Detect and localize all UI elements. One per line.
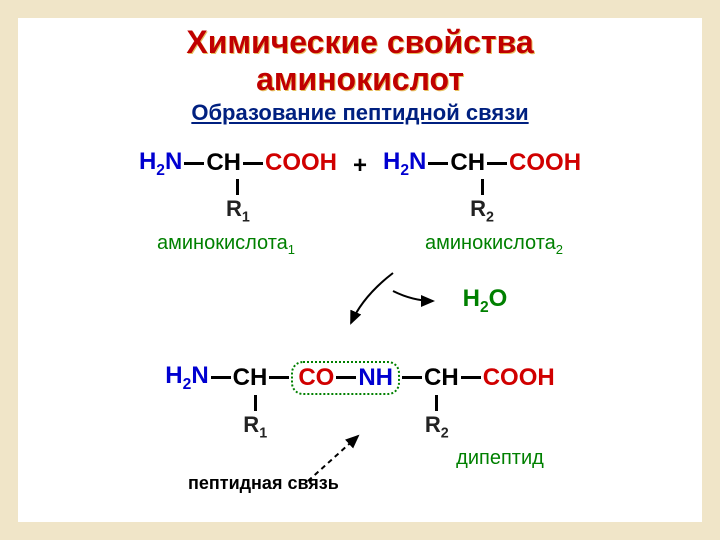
aa1-ch: CH — [206, 149, 241, 177]
bond-icon — [402, 376, 422, 379]
aa2-backbone: H2N CH COOH — [383, 148, 581, 180]
dp-ch1: CH — [233, 364, 268, 392]
title-line-1: Химические свойства — [186, 24, 533, 60]
aa1-r-group: R1 — [226, 196, 250, 225]
vertical-bond-icon — [236, 179, 239, 195]
page-subtitle: Образование пептидной связи — [18, 100, 702, 126]
bond-icon — [461, 376, 481, 379]
dp-amine: H2N — [165, 362, 208, 394]
bond-icon — [428, 162, 448, 165]
dp-ch2: CH — [424, 364, 459, 392]
aa1-carboxyl: COOH — [265, 149, 337, 177]
aa2-label: аминокислота2 — [425, 232, 563, 257]
reactants-row: H2N CH COOH R1 + H2N CH COOH R2 — [18, 148, 702, 226]
dipeptide-backbone: H2N CH CO NH CH COOH — [165, 361, 554, 395]
water-molecule: H2O — [463, 285, 508, 317]
bond-icon — [211, 376, 231, 379]
bond-icon — [336, 376, 356, 379]
bond-icon — [243, 162, 263, 165]
vertical-bond-icon — [481, 179, 484, 195]
amino-acid-2: H2N CH COOH R2 — [383, 148, 581, 226]
reaction-arrow-icon — [333, 271, 453, 331]
aa1-backbone: H2N CH COOH — [139, 148, 337, 180]
aa-labels-row: аминокислота1 аминокислота2 — [18, 232, 702, 257]
dp-r2: R2 — [425, 412, 449, 441]
dp-carboxyl: COOH — [483, 364, 555, 392]
dp-r1: R1 — [243, 412, 267, 441]
bond-icon — [487, 162, 507, 165]
plus-sign: + — [353, 148, 367, 180]
aa2-ch: CH — [450, 149, 485, 177]
bond-icon — [269, 376, 289, 379]
page-title: Химические свойства аминокислот — [18, 24, 702, 98]
vertical-bond-icon — [435, 395, 438, 411]
peptide-bond-label: пептидная связь — [188, 473, 339, 494]
aa1-amine: H2N — [139, 148, 182, 180]
dp-co: CO — [298, 364, 334, 392]
dp-nh: NH — [358, 364, 393, 392]
aa2-carboxyl: COOH — [509, 149, 581, 177]
bond-icon — [184, 162, 204, 165]
peptide-bond-box: CO NH — [291, 361, 400, 395]
aa1-label: аминокислота1 — [157, 232, 295, 257]
amino-acid-1: H2N CH COOH R1 — [139, 148, 337, 226]
title-line-2: аминокислот — [256, 61, 464, 97]
aa2-r-group: R2 — [470, 196, 494, 225]
aa2-amine: H2N — [383, 148, 426, 180]
slide-content: Химические свойства аминокислот Образова… — [18, 18, 702, 522]
water-elimination-row: H2O — [138, 271, 702, 331]
vertical-bond-icon — [254, 395, 257, 411]
